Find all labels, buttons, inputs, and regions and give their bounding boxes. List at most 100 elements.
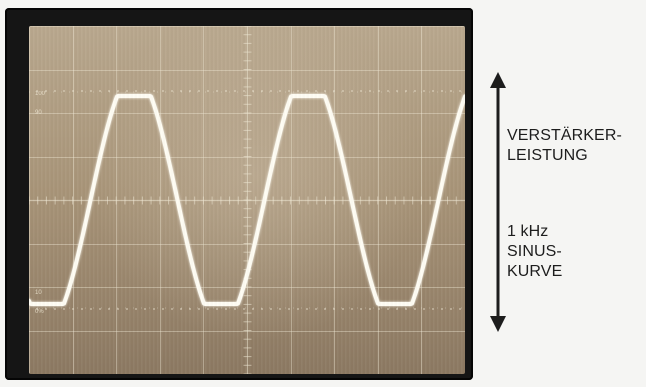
dotted-scale-mark [369,308,371,310]
dotted-scale-mark [36,308,38,310]
dotted-scale-mark [279,90,281,92]
dotted-scale-mark [198,90,200,92]
dotted-scale-mark [189,90,191,92]
dotted-scale-mark [360,90,362,92]
second-scale-mark-left: 90 [35,110,42,116]
dotted-scale-mark [288,90,290,92]
dotted-scale-mark [432,308,434,310]
dotted-scale-mark [270,90,272,92]
dotted-scale-mark [333,308,335,310]
dotted-scale-mark [153,90,155,92]
dotted-scale-mark [378,308,380,310]
dotted-scale-mark [63,90,65,92]
dotted-scale-mark [405,308,407,310]
dotted-scale-mark [342,90,344,92]
dotted-scale-mark [117,308,119,310]
dotted-scale-mark [441,308,443,310]
sine-wave-label: 1 kHz SINUS- KURVE [507,222,617,282]
dotted-scale-mark [297,90,299,92]
dotted-scale-mark [216,308,218,310]
dotted-scale-mark [153,308,155,310]
dotted-scale-mark [63,308,65,310]
amplifier-power-line-1: VERSTÄRKER- [507,127,622,144]
dotted-scale-mark [162,90,164,92]
dotted-scale-mark [423,90,425,92]
dotted-scale-mark [270,308,272,310]
dotted-scale-mark [54,308,56,310]
dotted-scale-mark [171,308,173,310]
dotted-scale-mark [396,308,398,310]
dotted-scale-mark [135,90,137,92]
dotted-scale-mark [396,90,398,92]
dotted-scale-mark [414,90,416,92]
dotted-scale-mark [306,90,308,92]
dotted-scale-mark [189,308,191,310]
sine-wave-line-1: 1 kHz [507,223,549,240]
dotted-scale-mark [90,90,92,92]
dotted-scale-mark [378,90,380,92]
dotted-scale-mark [135,308,137,310]
dotted-scale-mark [108,308,110,310]
amplifier-power-line-2: LEISTUNG [507,147,588,164]
dotted-scale-mark [243,90,245,92]
dotted-scale-mark [423,308,425,310]
dotted-scale-mark [36,90,38,92]
dotted-scale-mark [252,90,254,92]
dotted-scale-mark [315,308,317,310]
lower-scale-mark-left: 10 [35,290,42,296]
dotted-scale-mark [126,90,128,92]
dotted-scale-mark [387,308,389,310]
dotted-scale-mark [90,308,92,310]
oscilloscope-screen: 100 90 10 0% [29,26,465,374]
vertical-range-arrow [490,72,506,332]
dotted-scale-mark [297,308,299,310]
dotted-scale-mark [126,308,128,310]
dotted-scale-mark [117,90,119,92]
dotted-scale-mark [81,308,83,310]
dotted-scale-mark [333,90,335,92]
dotted-scale-mark [288,308,290,310]
dotted-scale-mark [450,308,452,310]
dotted-scale-mark [252,308,254,310]
dotted-scale-mark [54,90,56,92]
top-scale-mark-left: 100 [35,91,46,97]
dotted-scale-mark [432,90,434,92]
dotted-scale-mark [306,308,308,310]
oscilloscope-bezel: 100 90 10 0% [5,8,473,380]
dotted-scale-mark [234,308,236,310]
dotted-scale-mark [324,90,326,92]
dotted-scale-mark [171,90,173,92]
dotted-scale-mark [243,308,245,310]
dotted-scale-mark [144,90,146,92]
dotted-scale-mark [207,308,209,310]
dotted-scale-mark [450,90,452,92]
dotted-scale-mark [261,90,263,92]
dotted-scale-mark [369,90,371,92]
dotted-scale-mark [315,90,317,92]
screen-markings: 100 90 10 0% [35,91,46,315]
dotted-scale-mark [225,308,227,310]
dotted-scale-mark [72,308,74,310]
dotted-scale-mark [360,308,362,310]
dotted-scale-mark [207,90,209,92]
dotted-scale-mark [108,90,110,92]
dotted-scale-mark [45,308,47,310]
dotted-scale-mark [144,308,146,310]
sine-wave-line-2: SINUS- [507,243,562,260]
dotted-scale-mark [324,308,326,310]
dotted-scale-mark [459,308,461,310]
dotted-scale-mark [180,90,182,92]
graticule-dots [29,90,465,310]
oscilloscope-display: 100 90 10 0% [29,26,465,374]
dotted-scale-mark [198,308,200,310]
dotted-scale-mark [387,90,389,92]
dotted-scale-mark [405,90,407,92]
arrow-down-icon [490,316,506,332]
dotted-scale-mark [351,308,353,310]
dotted-scale-mark [342,308,344,310]
dotted-scale-mark [459,90,461,92]
dotted-scale-mark [279,308,281,310]
arrow-up-icon [490,72,506,88]
dotted-scale-mark [261,308,263,310]
